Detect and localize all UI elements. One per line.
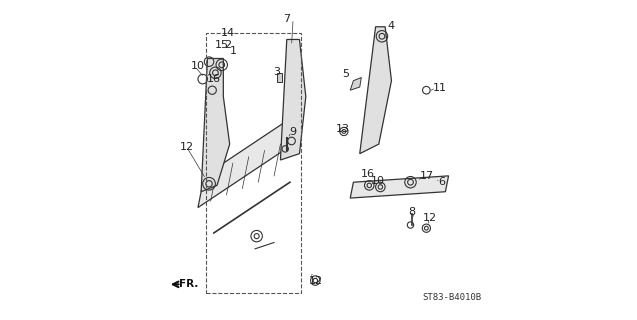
Text: 16: 16: [361, 169, 375, 179]
Text: 1: 1: [231, 45, 238, 56]
Text: 8: 8: [408, 207, 415, 217]
Polygon shape: [280, 39, 306, 160]
Text: 2: 2: [224, 40, 231, 50]
Text: 12: 12: [308, 276, 322, 286]
Polygon shape: [360, 27, 392, 154]
Polygon shape: [198, 112, 299, 208]
Text: 5: 5: [342, 69, 349, 79]
Text: 13: 13: [336, 124, 350, 134]
Text: 17: 17: [419, 171, 434, 181]
Text: 6: 6: [438, 177, 445, 187]
Text: ST83-B4010B: ST83-B4010B: [422, 293, 482, 302]
Text: FR.: FR.: [179, 279, 198, 289]
Text: 11: 11: [433, 83, 447, 93]
Text: 10: 10: [371, 176, 385, 186]
Text: 12: 12: [423, 213, 438, 223]
Text: 10: 10: [191, 61, 205, 71]
Text: 16: 16: [207, 74, 221, 84]
Polygon shape: [277, 73, 282, 82]
Text: 4: 4: [388, 21, 395, 31]
Text: 9: 9: [289, 127, 296, 137]
Polygon shape: [350, 77, 361, 90]
Polygon shape: [350, 176, 448, 198]
Polygon shape: [201, 59, 230, 192]
Bar: [206, 33, 301, 293]
Text: 14: 14: [221, 28, 235, 38]
Text: 15: 15: [215, 40, 229, 50]
Text: 12: 12: [180, 142, 194, 152]
Text: 7: 7: [283, 14, 290, 24]
Text: 3: 3: [273, 67, 280, 77]
